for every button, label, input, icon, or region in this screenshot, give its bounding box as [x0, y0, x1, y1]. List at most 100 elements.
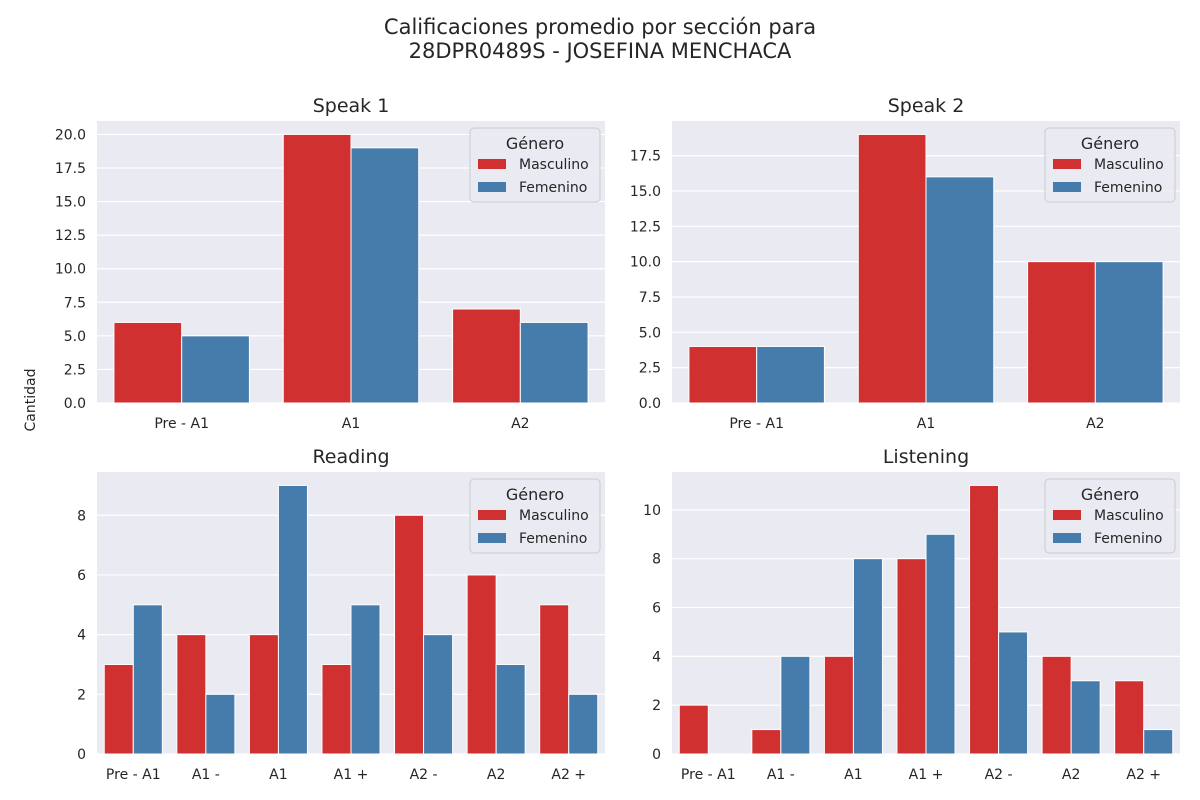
y-tick-label: 0 — [652, 747, 661, 763]
y-tick-label: 5.0 — [64, 329, 86, 345]
bar-masculino-6 — [1114, 680, 1145, 755]
y-tick-label: 15.0 — [630, 184, 661, 200]
x-tick-label: A2 — [511, 416, 529, 432]
x-tick-label: Pre - A1 — [154, 416, 209, 432]
bar-masculino-1 — [282, 133, 352, 404]
bar-masculino-1 — [857, 133, 927, 404]
y-tick-label: 7.5 — [639, 290, 661, 306]
bar-masculino-4 — [394, 514, 425, 755]
y-tick-label: 2 — [652, 698, 661, 714]
y-tick-label: 2 — [77, 687, 86, 703]
legend-swatch-masculino — [1053, 510, 1081, 520]
y-tick-label: 2.5 — [64, 362, 86, 378]
y-tick-label: 10 — [643, 503, 661, 519]
x-tick-label: A2 + — [551, 767, 586, 783]
x-tick-label: A1 — [844, 767, 862, 783]
legend-label-masculino: Masculino — [519, 157, 589, 173]
legend-label-masculino: Masculino — [1094, 157, 1164, 173]
bar-femenino-2 — [852, 558, 883, 755]
bar-femenino-2 — [1094, 261, 1164, 404]
legend-label-masculino: Masculino — [519, 508, 589, 524]
y-tick-label: 2.5 — [639, 361, 661, 377]
y-tick-label: 10.0 — [55, 262, 86, 278]
x-tick-label: A1 — [917, 416, 935, 432]
legend-swatch-masculino — [478, 159, 506, 169]
bar-femenino-5 — [495, 663, 526, 755]
bar-masculino-5 — [466, 574, 497, 755]
bar-femenino-1 — [925, 176, 995, 404]
y-tick-label: 6 — [77, 568, 86, 584]
y-tick-label: 15.0 — [55, 195, 86, 211]
x-tick-label: Pre - A1 — [681, 767, 736, 783]
legend-swatch-masculino — [1053, 159, 1081, 169]
legend-label-masculino: Masculino — [1094, 508, 1164, 524]
y-tick-label: 7.5 — [64, 295, 86, 311]
legend-title: Género — [1081, 485, 1139, 504]
bar-masculino-3 — [896, 558, 927, 755]
x-tick-label: A2 + — [1126, 767, 1161, 783]
bar-femenino-6 — [1143, 729, 1174, 755]
legend: Género Masculino Femenino — [1044, 478, 1176, 554]
y-tick-label: 4 — [652, 649, 661, 665]
x-tick-label: A1 + — [909, 767, 944, 783]
bar-femenino-4 — [423, 634, 454, 755]
y-tick-label: 0.0 — [639, 396, 661, 412]
bar-masculino-2 — [248, 634, 279, 755]
y-tick-label: 17.5 — [630, 149, 661, 165]
legend: Género Masculino Femenino — [469, 127, 601, 203]
y-tick-label: 10.0 — [630, 255, 661, 271]
bar-masculino-4 — [969, 484, 1000, 755]
bar-masculino-2 — [823, 655, 854, 755]
x-tick-label: A1 — [342, 416, 360, 432]
legend-swatch-femenino — [1053, 533, 1081, 543]
x-tick-label: A1 - — [767, 767, 795, 783]
legend-title: Género — [506, 485, 564, 504]
legend-label-femenino: Femenino — [519, 531, 587, 547]
x-tick-label: Pre - A1 — [729, 416, 784, 432]
legend-swatch-femenino — [1053, 182, 1081, 192]
y-tick-label: 12.5 — [55, 228, 86, 244]
bar-femenino-1 — [350, 147, 420, 404]
bar-masculino-0 — [688, 345, 758, 404]
y-tick-label: 12.5 — [630, 219, 661, 235]
panel-title: Reading — [312, 446, 389, 468]
bar-femenino-2 — [519, 321, 589, 404]
bar-masculino-1 — [176, 634, 207, 755]
bar-masculino-2 — [452, 308, 521, 404]
bar-femenino-3 — [350, 604, 381, 755]
y-tick-label: 6 — [652, 601, 661, 617]
bar-femenino-1 — [780, 655, 811, 755]
panel-title: Speak 1 — [313, 95, 390, 117]
figure-title: Calificaciones promedio por sección para — [383, 15, 817, 39]
x-tick-label: A2 — [487, 767, 505, 783]
bar-femenino-0 — [181, 335, 250, 404]
bar-femenino-5 — [1070, 680, 1101, 755]
bar-masculino-0 — [678, 704, 709, 755]
y-tick-label: 0 — [77, 747, 86, 763]
panel-title: Listening — [883, 446, 969, 468]
legend-swatch-masculino — [478, 510, 506, 520]
legend-label-femenino: Femenino — [519, 180, 587, 196]
panel-title: Speak 2 — [888, 95, 965, 117]
bar-masculino-6 — [539, 604, 570, 755]
bar-femenino-4 — [998, 631, 1029, 755]
legend-title: Género — [1081, 134, 1139, 153]
legend-label-femenino: Femenino — [1094, 180, 1162, 196]
bar-masculino-5 — [1041, 655, 1072, 755]
figure-subtitle: 28DPR0489S - JOSEFINA MENCHACA — [408, 39, 792, 63]
y-tick-label: 8 — [652, 552, 661, 568]
x-tick-label: A2 — [1062, 767, 1080, 783]
y-tick-label: 0.0 — [64, 396, 86, 412]
bar-femenino-3 — [925, 533, 956, 755]
bar-femenino-1 — [205, 693, 236, 755]
x-tick-label: A2 - — [410, 767, 438, 783]
x-tick-label: A1 - — [192, 767, 220, 783]
bar-femenino-0 — [756, 345, 825, 404]
x-tick-label: A2 - — [985, 767, 1013, 783]
legend-label-femenino: Femenino — [1094, 531, 1162, 547]
bar-femenino-0 — [132, 604, 163, 755]
